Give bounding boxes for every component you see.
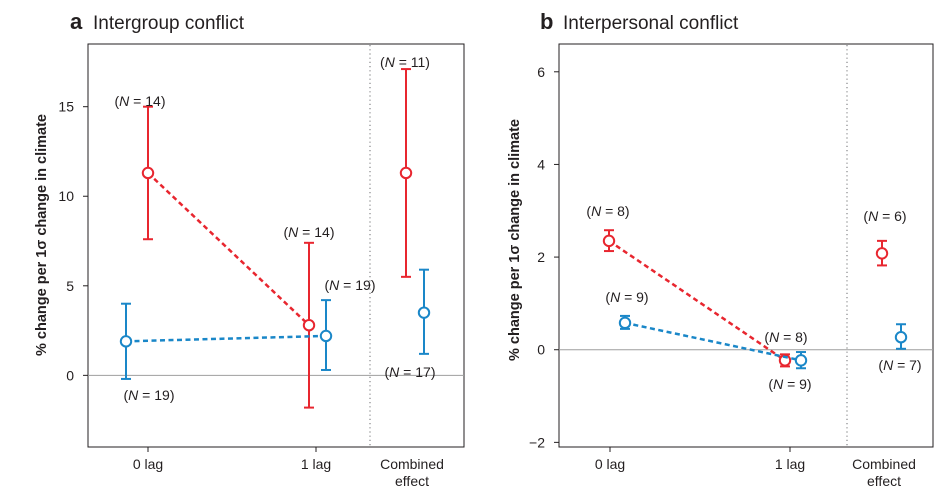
panel-a-intergroup-conflict: a Intergroup conflict % change per 1σ ch… xyxy=(34,9,465,489)
data-point xyxy=(399,166,413,180)
n-label: (N = 7) xyxy=(878,357,921,373)
n-label: (N = 19) xyxy=(124,387,175,403)
panel-b-marks: (N = 8) (N = 8) (N = 6) (N = 9) (N = 9) (N = … xyxy=(586,203,921,392)
panel-b-y-ticks: −2 0 2 4 6 xyxy=(529,64,559,450)
panel-b-interpersonal-conflict: b Interpersonal conflict % change per 1σ… xyxy=(507,9,934,489)
x-category-label: effect xyxy=(867,473,901,489)
panel-a-marks: (N = 14) (N = 14) (N = 11) (N = 19) (N = 19)… xyxy=(115,54,436,409)
y-tick-label: 0 xyxy=(537,342,545,358)
panel-b-title: Interpersonal conflict xyxy=(563,13,739,34)
n-label: (N = 6) xyxy=(863,208,906,224)
data-point xyxy=(794,354,808,367)
data-point xyxy=(602,234,616,248)
n-label: (N = 11) xyxy=(380,54,430,70)
x-category-label: Combined xyxy=(852,456,916,472)
panel-a-y-ticks: 0 5 10 15 xyxy=(58,99,88,383)
n-label: (N = 14) xyxy=(284,224,335,240)
series-1-trend-line xyxy=(125,334,327,343)
panel-a-y-axis-label: % change per 1σ change in climate xyxy=(34,114,50,356)
x-category-label: Combined xyxy=(380,456,444,472)
panel-letter-a: a xyxy=(70,9,83,34)
n-label: (N = 8) xyxy=(586,203,629,219)
series-1-trend-line xyxy=(624,321,802,362)
y-tick-label: −2 xyxy=(529,434,545,450)
panel-a-plot-frame xyxy=(87,43,465,448)
n-label: (N = 8) xyxy=(764,329,807,345)
x-category-label: effect xyxy=(395,473,429,489)
y-tick-label: 5 xyxy=(66,278,74,294)
y-tick-label: 10 xyxy=(58,188,74,204)
x-category-label: 0 lag xyxy=(133,456,163,472)
data-point xyxy=(618,316,632,330)
y-tick-label: 6 xyxy=(537,64,545,80)
x-category-label: 0 lag xyxy=(595,456,625,472)
series-0-trend-line xyxy=(147,172,310,327)
n-label: (N = 17) xyxy=(385,364,436,380)
x-category-label: 1 lag xyxy=(775,456,805,472)
y-tick-label: 4 xyxy=(537,156,545,172)
data-point xyxy=(417,306,431,319)
n-label: (N = 9) xyxy=(605,289,648,305)
panel-letter-b: b xyxy=(540,9,553,34)
panel-b-plot-frame xyxy=(558,43,934,448)
panel-b-y-axis-label: % change per 1σ change in climate xyxy=(507,119,523,361)
data-point xyxy=(302,319,316,332)
data-point xyxy=(875,247,889,260)
data-point xyxy=(319,329,333,343)
n-label: (N = 14) xyxy=(115,93,166,109)
y-tick-label: 15 xyxy=(58,99,74,115)
data-point xyxy=(141,166,155,180)
data-point xyxy=(894,331,908,344)
data-point xyxy=(119,335,133,348)
series-0-trend-line xyxy=(608,239,786,362)
x-category-label: 1 lag xyxy=(301,456,331,472)
y-tick-label: 2 xyxy=(537,249,545,265)
n-label: (N = 19) xyxy=(325,277,376,293)
y-tick-label: 0 xyxy=(66,367,74,383)
n-label: (N = 9) xyxy=(768,376,811,392)
panel-a-title: Intergroup conflict xyxy=(93,13,245,34)
